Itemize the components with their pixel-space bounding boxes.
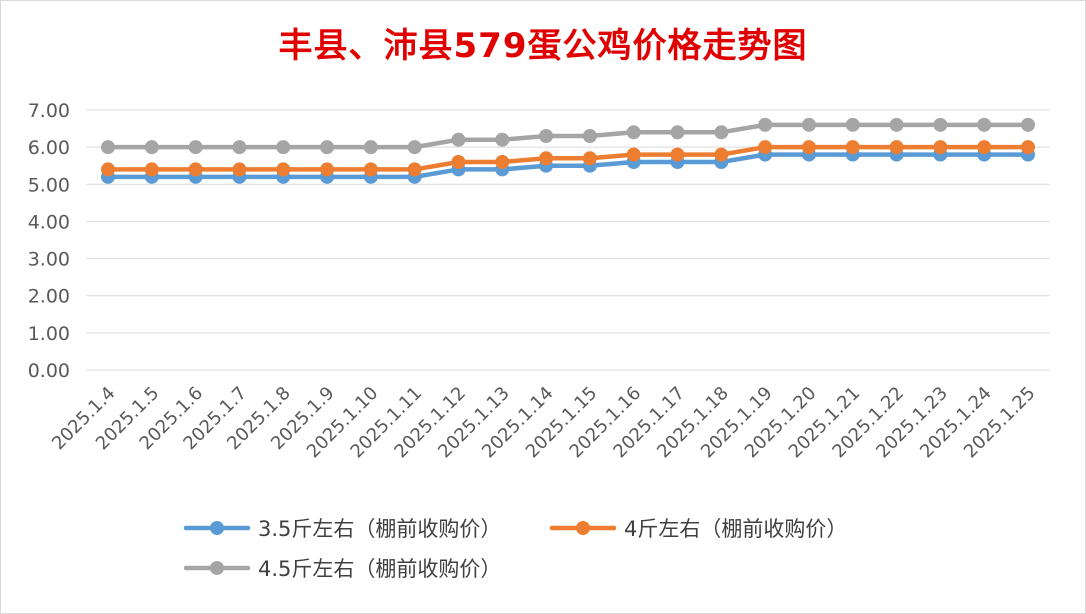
legend-item: 4.5斤左右（棚前收购价）	[183, 557, 501, 581]
data-point	[582, 129, 597, 143]
data-point	[582, 151, 597, 166]
data-point	[363, 140, 378, 155]
data-point	[670, 147, 685, 162]
data-point	[144, 140, 159, 155]
y-axis-tick-labels: 0.00 1.00 2.00 3.00 4.00 5.00 6.00 7.00	[28, 100, 70, 382]
data-point	[407, 162, 422, 177]
data-point	[714, 147, 729, 162]
data-point	[451, 155, 466, 169]
data-point	[276, 140, 291, 155]
data-point	[933, 117, 948, 132]
data-point	[276, 162, 291, 177]
data-point	[101, 140, 115, 155]
y-tick-label: 4.00	[28, 211, 70, 233]
series-2	[101, 140, 1035, 177]
data-point	[232, 162, 247, 177]
data-point	[495, 132, 510, 147]
data-point	[232, 140, 247, 155]
data-point	[539, 129, 554, 143]
data-point	[845, 117, 860, 132]
data-point	[845, 140, 860, 155]
data-point	[188, 162, 203, 177]
data-point	[714, 125, 729, 140]
data-point	[407, 140, 422, 155]
data-point	[758, 117, 773, 132]
data-point	[626, 147, 641, 162]
data-point	[144, 162, 159, 177]
data-point	[188, 140, 203, 155]
y-tick-label: 7.00	[28, 100, 70, 122]
y-tick-label: 0.00	[28, 360, 70, 382]
data-point	[889, 117, 904, 132]
x-axis-tick-labels: 2025.1.42025.1.52025.1.62025.1.72025.1.8…	[48, 383, 1040, 463]
data-point	[758, 140, 773, 155]
legend-marker	[210, 561, 224, 575]
y-tick-label: 3.00	[28, 249, 70, 271]
legend: 3.5斤左右（棚前收购价） 4斤左右（棚前收购价） 4.5斤左右（棚前收购价）	[183, 517, 847, 581]
data-point	[539, 151, 554, 166]
data-point	[451, 132, 466, 147]
y-tick-label: 5.00	[28, 174, 70, 196]
data-point	[363, 162, 378, 177]
data-point	[626, 125, 641, 140]
legend-item: 3.5斤左右（棚前收购价）	[183, 517, 501, 541]
chart-title: 丰县、沛县579蛋公鸡价格走势图	[278, 26, 808, 66]
data-point	[1021, 117, 1035, 132]
legend-label: 4.5斤左右（棚前收购价）	[258, 557, 501, 581]
series-line	[105, 144, 1031, 172]
series-line	[105, 122, 1031, 150]
data-point	[977, 140, 992, 155]
legend-marker	[576, 521, 590, 535]
legend-label: 3.5斤左右（棚前收购价）	[258, 517, 501, 541]
data-point	[801, 140, 816, 155]
data-point	[889, 140, 904, 155]
data-point	[495, 155, 510, 169]
data-point	[101, 162, 115, 177]
data-point	[320, 162, 335, 177]
data-point	[1021, 140, 1035, 155]
legend-label: 4斤左右（棚前收购价）	[624, 517, 847, 541]
data-point	[320, 140, 335, 155]
data-point	[933, 140, 948, 155]
y-tick-label: 6.00	[28, 137, 70, 159]
legend-item: 4斤左右（棚前收购价）	[549, 517, 847, 541]
data-point	[670, 125, 685, 140]
data-point	[801, 117, 816, 132]
data-point	[977, 117, 992, 132]
y-tick-label: 2.00	[28, 286, 70, 308]
legend-marker	[210, 521, 224, 535]
series-line	[105, 152, 1031, 180]
y-tick-label: 1.00	[28, 323, 70, 345]
series-3	[101, 117, 1035, 155]
